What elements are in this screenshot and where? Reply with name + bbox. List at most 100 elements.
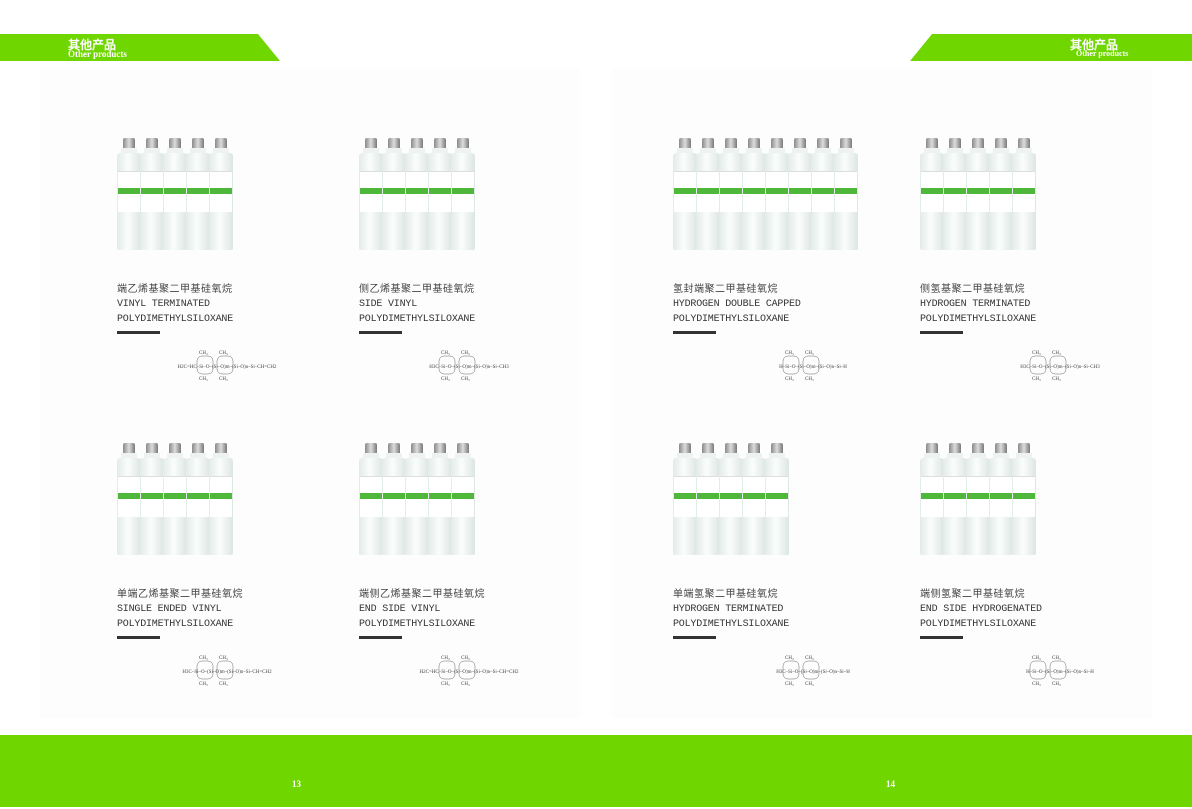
divider-bar: [673, 331, 716, 334]
product-photo: [673, 120, 873, 250]
formula-ch3: CH₃: [785, 377, 794, 382]
formula-ch3: CH₃: [199, 351, 208, 356]
product-name-zh: 氢封端聚二甲基硅氧烷: [673, 284, 778, 295]
product-name-en-line1: HYDROGEN TERMINATED: [673, 604, 784, 615]
bottle-image: [382, 443, 406, 555]
section-title-en: Other products: [68, 49, 127, 59]
bottle-image: [428, 138, 452, 250]
product-photo: [117, 425, 317, 555]
formula-ch3: CH₃: [461, 377, 470, 382]
bottle-image: [382, 138, 406, 250]
formula-ch3: CH₃: [199, 682, 208, 687]
footer-band: 13 14: [0, 735, 1192, 807]
bottle-image: [451, 443, 475, 555]
divider-bar: [673, 636, 716, 639]
bottle-image: [966, 138, 990, 250]
divider-bar: [359, 636, 402, 639]
structural-formula: H3C–Si–O–(Si–O)m–(Si–O)n–Si–CH=CH2 CH₃ CH₃…: [182, 656, 272, 687]
product-name-en-line2: POLYDIMETHYLSILOXANE: [117, 619, 234, 630]
bottle-image: [989, 443, 1013, 555]
formula-ch3: CH₃: [461, 351, 470, 356]
bottle-image: [742, 443, 766, 555]
formula-ch3: CH₃: [441, 682, 450, 687]
bottle-image: [209, 443, 233, 555]
bottle-image: [405, 443, 429, 555]
product-name-en-line2: POLYDIMETHYLSILOXANE: [359, 314, 476, 325]
section-header-left: 其他产品 Other products: [0, 34, 280, 61]
formula-ch3: CH₃: [785, 351, 794, 356]
bottle-image: [359, 443, 383, 555]
formula-text: H3C–Si–O–(Si–O)m–(Si–O)n–Si–CH=CH2: [182, 670, 272, 675]
bottle-image: [696, 138, 720, 250]
formula-ch3: CH₃: [219, 656, 228, 661]
product-name-zh: 端侧乙烯基聚二甲基硅氧烷: [359, 589, 485, 600]
formula-ch3: CH₃: [1032, 656, 1041, 661]
formula-ch3: CH₃: [199, 656, 208, 661]
formula-text: H–Si–O–(Si–O)m–(Si–O)n–Si–H: [1026, 670, 1094, 675]
formula-ch3: CH₃: [1032, 377, 1041, 382]
formula-ch3: CH₃: [1052, 377, 1061, 382]
formula-ch3: CH₃: [805, 682, 814, 687]
bottle-image: [186, 443, 210, 555]
product-name-en-line1: END SIDE HYDROGENATED: [920, 604, 1042, 615]
formula-text: H3C–Si–O–(Si–O)m–(Si–O)n–Si–CH3: [429, 365, 509, 370]
product-name-zh: 侧乙烯基聚二甲基硅氧烷: [359, 284, 475, 295]
product-photo: [359, 425, 559, 555]
formula-ch3: CH₃: [219, 682, 228, 687]
product-name-en-line2: POLYDIMETHYLSILOXANE: [673, 619, 790, 630]
formula-ch3: CH₃: [785, 682, 794, 687]
bottle-image: [140, 443, 164, 555]
bottle-image: [209, 138, 233, 250]
bottle-image: [405, 138, 429, 250]
formula-ch3: CH₃: [199, 377, 208, 382]
bottle-image: [1012, 138, 1036, 250]
product-photo: [920, 425, 1120, 555]
formula-ch3: CH₃: [1032, 682, 1041, 687]
bottle-image: [719, 443, 743, 555]
product-name-en-line1: SINGLE ENDED VINYL: [117, 604, 222, 615]
bottle-image: [834, 138, 858, 250]
bottle-image: [943, 443, 967, 555]
page-number-left: 13: [292, 779, 301, 789]
divider-bar: [117, 636, 160, 639]
bottle-image: [989, 138, 1013, 250]
structural-formula: H3C–Si–O–(Si–O)m–(Si–O)n–Si–CH3 CH₃ CH₃ CH₃…: [429, 351, 509, 382]
structural-formula: H–Si–O–(Si–O)m–(Si–O)n–Si–H CH₃ CH₃ CH₃ CH₃: [779, 351, 847, 382]
bottle-image: [451, 138, 475, 250]
product-name-zh: 侧氢基聚二甲基硅氧烷: [920, 284, 1025, 295]
product-name-en-line1: END SIDE VINYL: [359, 604, 441, 615]
divider-bar: [920, 331, 963, 334]
formula-ch3: CH₃: [1052, 682, 1061, 687]
product-name-en-line1: SIDE VINYL: [359, 299, 418, 310]
formula-ch3: CH₃: [805, 656, 814, 661]
formula-ch3: CH₃: [441, 656, 450, 661]
formula-ch3: CH₃: [1052, 351, 1061, 356]
section-header-right: 其他产品 Other products: [910, 34, 1192, 61]
bottle-image: [428, 443, 452, 555]
bottle-image: [163, 138, 187, 250]
bottle-image: [359, 138, 383, 250]
formula-ch3: CH₃: [461, 682, 470, 687]
product-name-en-line2: POLYDIMETHYLSILOXANE: [920, 314, 1037, 325]
structural-formula: H–Si–O–(Si–O)m–(Si–O)n–Si–H CH₃ CH₃ CH₃ CH₃: [1026, 656, 1094, 687]
section-title-zh: 其他产品: [1070, 38, 1119, 52]
section-title-en: Other products: [1076, 49, 1129, 58]
product-name-zh: 端乙烯基聚二甲基硅氧烷: [117, 284, 233, 295]
bottle-image: [186, 138, 210, 250]
product-photo: [359, 120, 559, 250]
formula-ch3: CH₃: [461, 656, 470, 661]
formula-ch3: CH₃: [219, 351, 228, 356]
formula-ch3: CH₃: [785, 656, 794, 661]
bottle-image: [811, 138, 835, 250]
product-name-en-line2: POLYDIMETHYLSILOXANE: [359, 619, 476, 630]
structural-formula: H2C=HC–Si–O–(Si–O)m–(Si–O)n–Si–CH=CH2 CH₃…: [420, 656, 519, 687]
bottle-image: [140, 138, 164, 250]
formula-ch3: CH₃: [1032, 351, 1041, 356]
product-name-en-line1: HYDROGEN TERMINATED: [920, 299, 1031, 310]
section-title-zh: 其他产品: [68, 38, 117, 52]
bottle-image: [163, 443, 187, 555]
bottle-image: [673, 138, 697, 250]
product-name-zh: 单端乙烯基聚二甲基硅氧烷: [117, 589, 243, 600]
structural-formula: H3C–Si–O–(Si–O)m–(Si–O)n–Si–H CH₃ CH₃ CH₃ CH…: [776, 656, 850, 687]
bottle-image: [117, 443, 141, 555]
